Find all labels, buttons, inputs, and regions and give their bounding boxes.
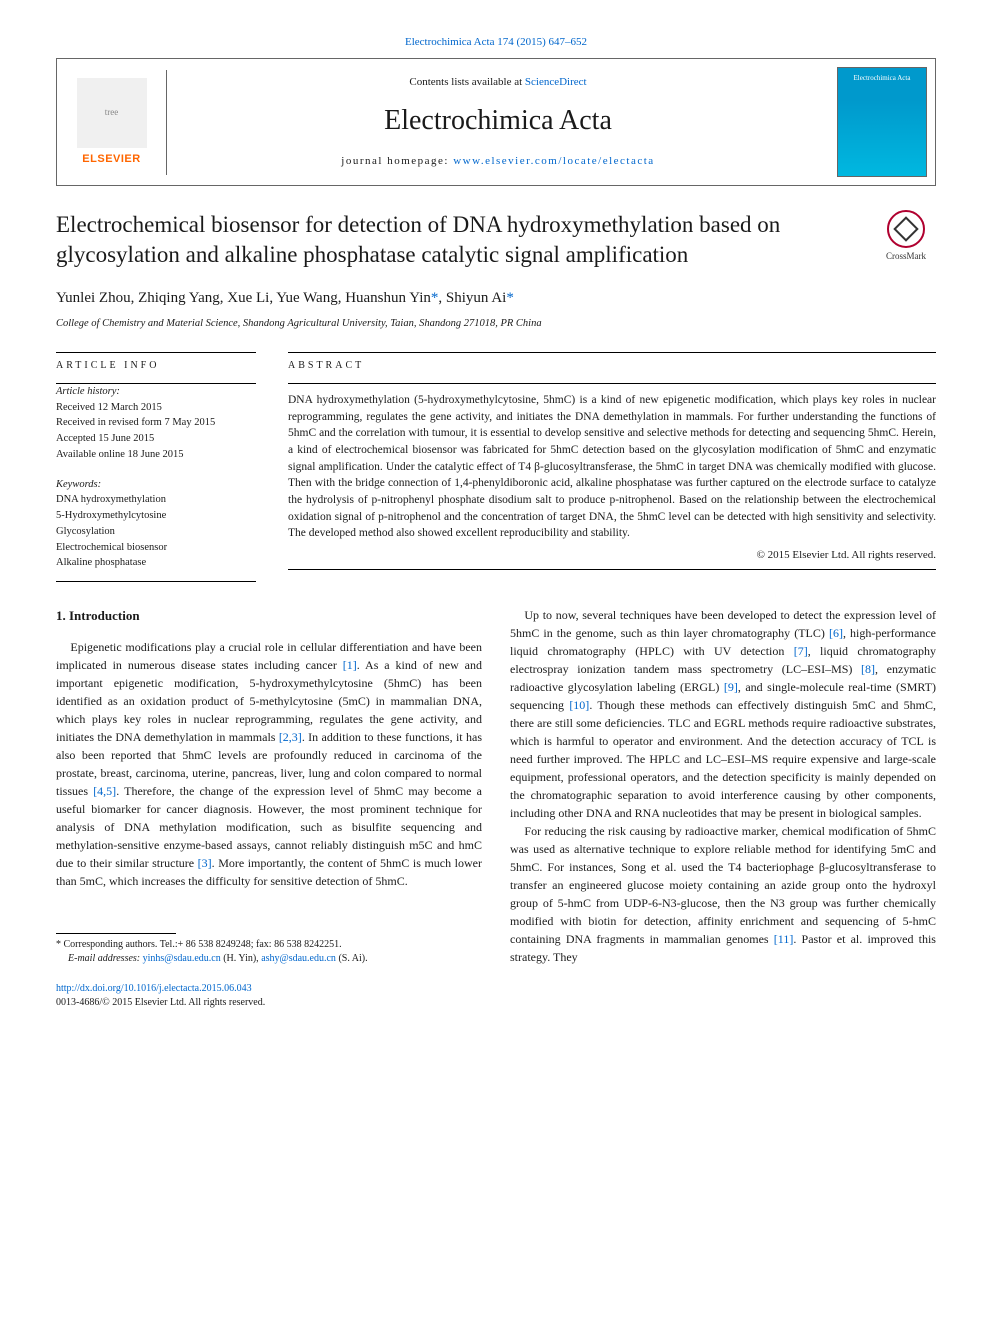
elsevier-logo: ELSEVIER (82, 152, 140, 167)
citation-link[interactable]: [10] (569, 698, 589, 712)
keyword: 5-Hydroxymethylcytosine (56, 508, 256, 524)
crossmark-icon (887, 210, 925, 248)
author-list: Yunlei Zhou, Zhiqing Yang, Xue Li, Yue W… (56, 288, 936, 309)
body-paragraph: Up to now, several techniques have been … (510, 606, 936, 822)
history-revised: Received in revised form 7 May 2015 (56, 415, 256, 431)
citation-link[interactable]: [9] (724, 680, 738, 694)
footer-meta: http://dx.doi.org/10.1016/j.electacta.20… (56, 982, 936, 1010)
citation-link[interactable]: [8] (861, 662, 875, 676)
abstract-text: DNA hydroxymethylation (5-hydroxymethylc… (288, 384, 936, 542)
homepage-link[interactable]: www.elsevier.com/locate/electacta (453, 155, 655, 167)
running-header: Electrochimica Acta 174 (2015) 647–652 (56, 32, 936, 50)
crossmark-badge[interactable]: CrossMark (876, 210, 936, 263)
keyword: DNA hydroxymethylation (56, 492, 256, 508)
citation-link[interactable]: [1] (343, 658, 357, 672)
body-paragraph: For reducing the risk causing by radioac… (510, 822, 936, 966)
doi-link[interactable]: http://dx.doi.org/10.1016/j.electacta.20… (56, 983, 252, 994)
affiliation: College of Chemistry and Material Scienc… (56, 317, 936, 332)
journal-title: Electrochimica Acta (175, 101, 821, 140)
corr-marker: * (506, 290, 514, 306)
issn-line: 0013-4686/© 2015 Elsevier Ltd. All right… (56, 996, 936, 1010)
publisher-block: tree ELSEVIER (57, 70, 167, 175)
history-received: Received 12 March 2015 (56, 400, 256, 416)
history-online: Available online 18 June 2015 (56, 447, 256, 463)
body-paragraph: Epigenetic modifications play a crucial … (56, 638, 482, 890)
history-label: Article history: (56, 384, 256, 400)
citation-link[interactable]: [4,5] (93, 784, 116, 798)
contents-line: Contents lists available at ScienceDirec… (175, 75, 821, 90)
abstract-copyright: © 2015 Elsevier Ltd. All rights reserved… (288, 548, 936, 563)
citation-link[interactable]: [3] (198, 856, 212, 870)
citation-link[interactable]: [11] (774, 932, 794, 946)
homepage-prefix: journal homepage: (341, 155, 453, 167)
running-header-link[interactable]: Electrochimica Acta 174 (2015) 647–652 (405, 36, 587, 48)
intro-heading: 1. Introduction (56, 606, 482, 626)
keyword: Electrochemical biosensor (56, 540, 256, 556)
journal-cover-thumb: Electrochimica Acta (837, 67, 927, 177)
authors-text: Yunlei Zhou, Zhiqing Yang, Xue Li, Yue W… (56, 290, 431, 306)
keyword: Glycosylation (56, 524, 256, 540)
contents-prefix: Contents lists available at (409, 76, 524, 88)
citation-link[interactable]: [6] (829, 626, 843, 640)
citation-link[interactable]: [2,3] (279, 730, 302, 744)
keywords-label: Keywords: (56, 477, 256, 493)
article-history: Article history: Received 12 March 2015 … (56, 384, 256, 571)
article-info-label: ARTICLE INFO (56, 353, 256, 383)
email-link[interactable]: ashy@sdau.edu.cn (261, 953, 336, 964)
abstract-label: ABSTRACT (288, 353, 936, 383)
elsevier-tree-icon: tree (77, 78, 147, 148)
homepage-line: journal homepage: www.elsevier.com/locat… (175, 154, 821, 169)
article-title: Electrochemical biosensor for detection … (56, 210, 860, 270)
authors-text-2: , Shiyun Ai (438, 290, 506, 306)
keyword: Alkaline phosphatase (56, 555, 256, 571)
email-link[interactable]: yinhs@sdau.edu.cn (143, 953, 221, 964)
journal-header-box: tree ELSEVIER Contents lists available a… (56, 58, 936, 186)
email-label: E-mail addresses: (68, 953, 143, 964)
crossmark-label: CrossMark (886, 250, 926, 263)
email-who: (H. Yin), (221, 953, 261, 964)
email-who: (S. Ai). (336, 953, 368, 964)
citation-link[interactable]: [7] (794, 644, 808, 658)
corresponding-footnote: * Corresponding authors. Tel.:+ 86 538 8… (56, 938, 482, 966)
history-accepted: Accepted 15 June 2015 (56, 431, 256, 447)
sciencedirect-link[interactable]: ScienceDirect (525, 76, 587, 88)
footnote-text: Corresponding authors. Tel.:+ 86 538 824… (61, 939, 342, 950)
